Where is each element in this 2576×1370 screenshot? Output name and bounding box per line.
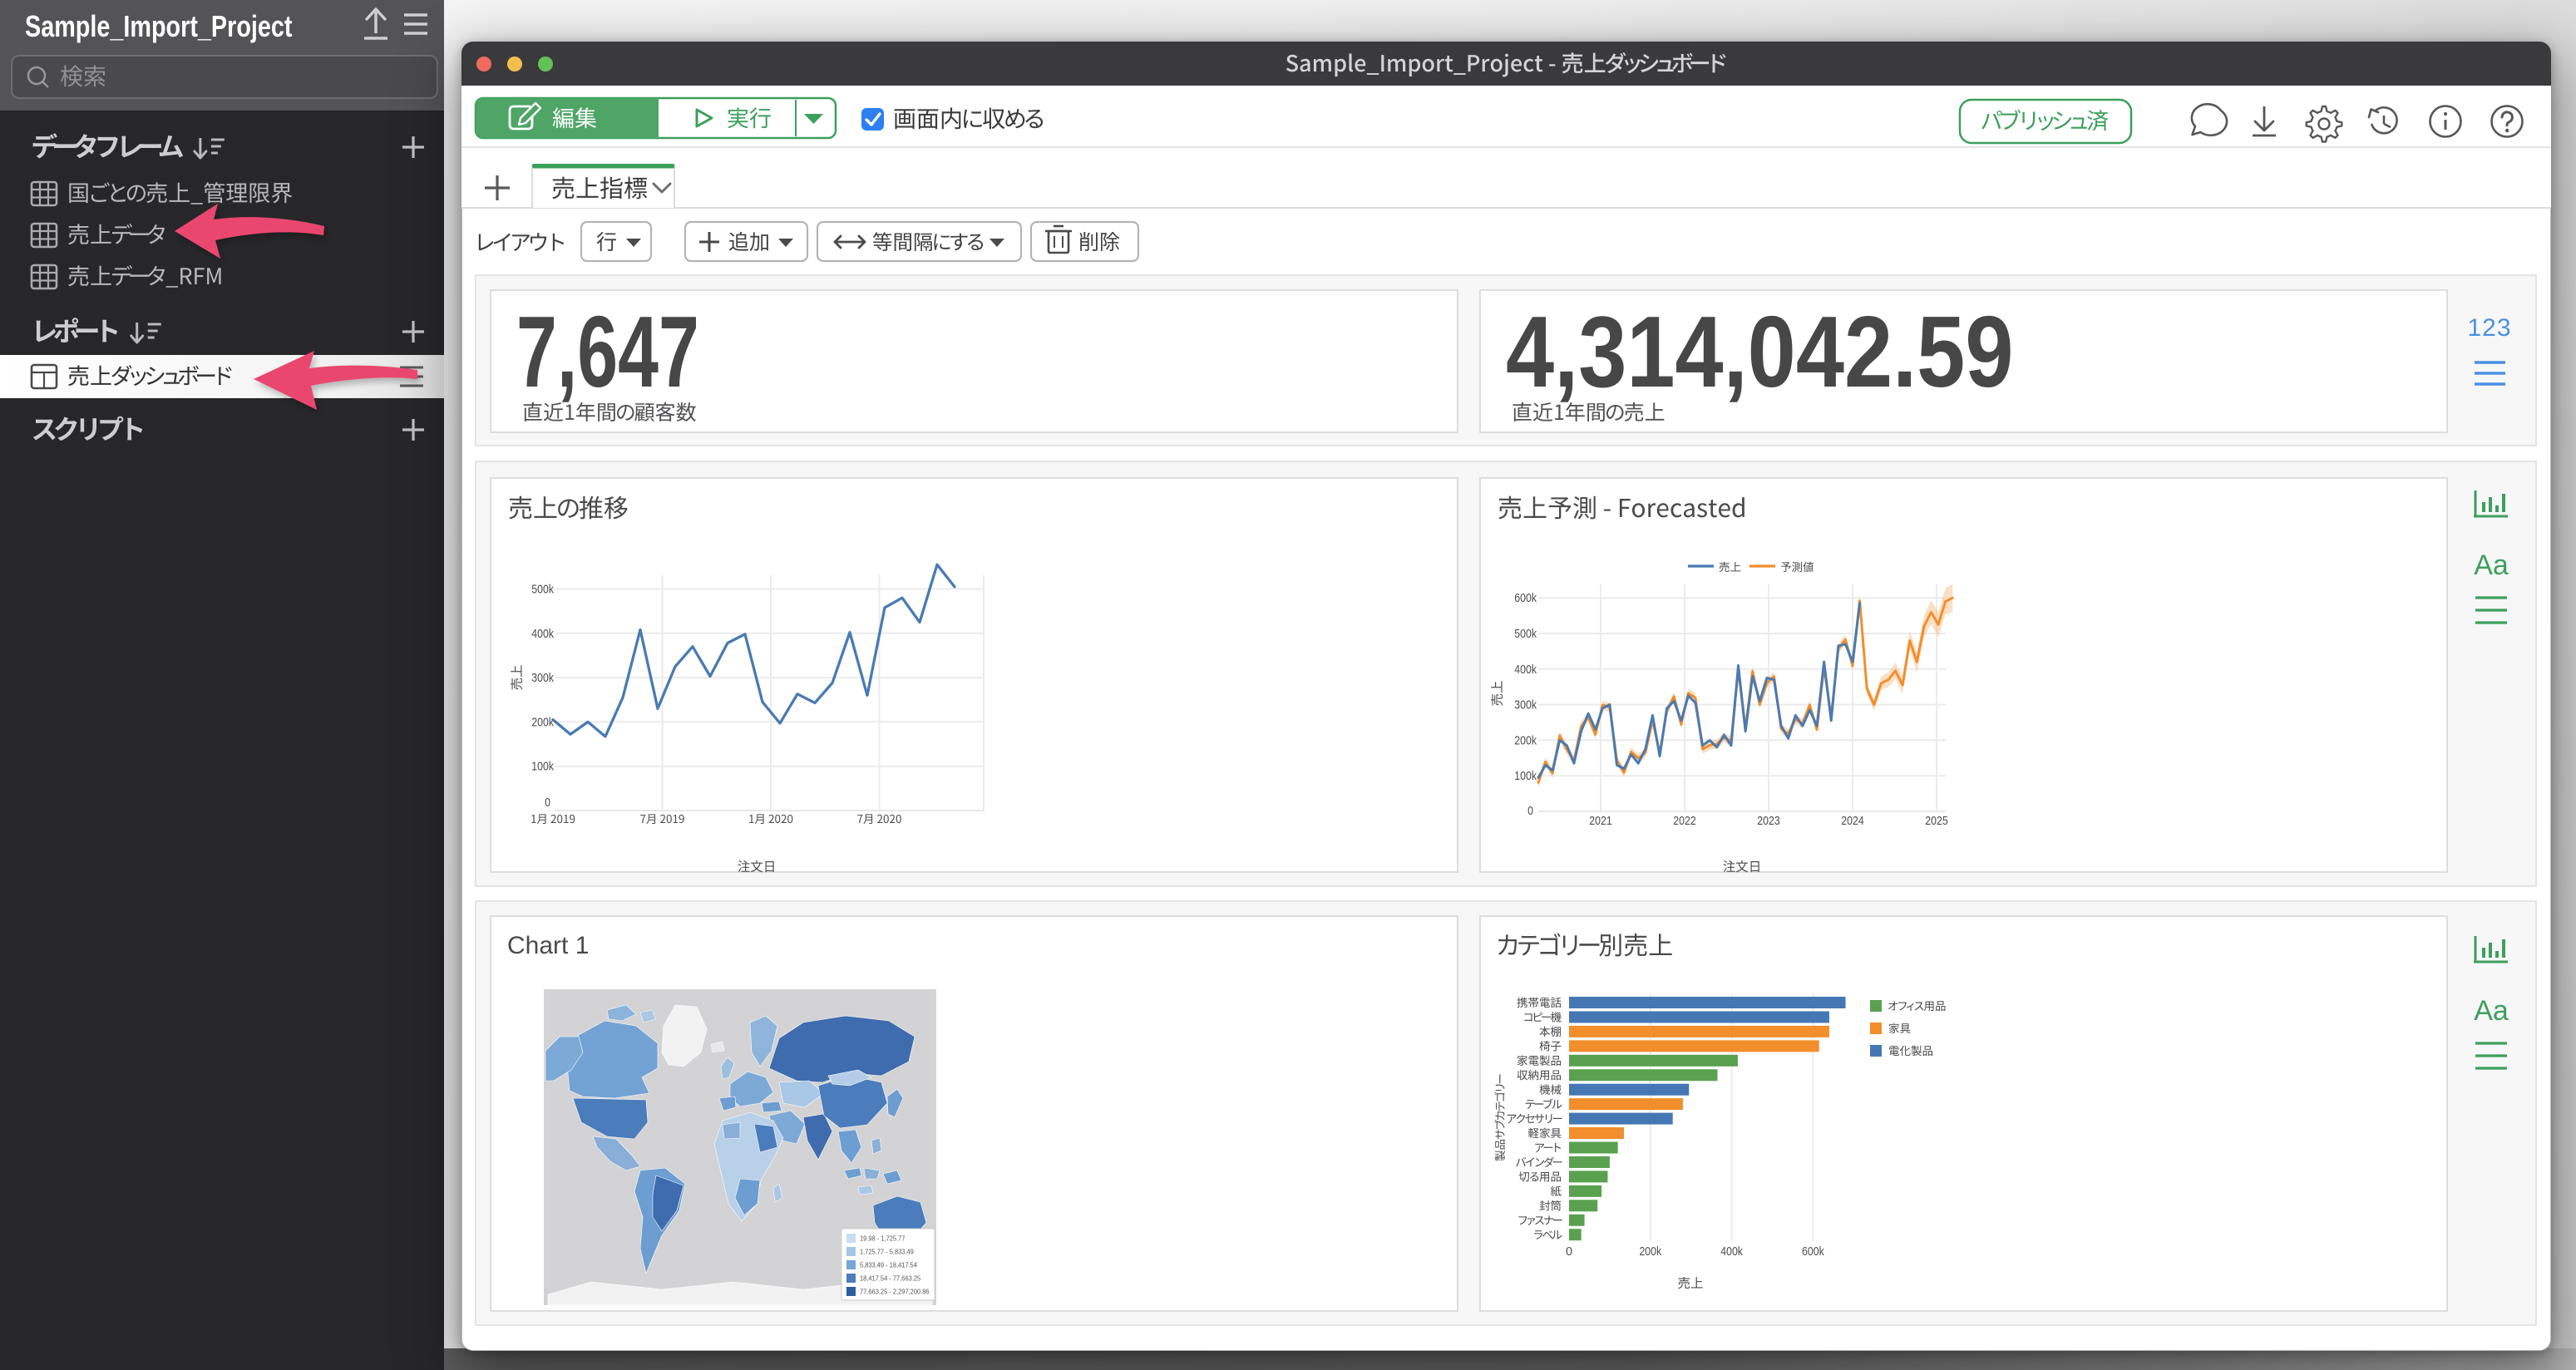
svg-text:4,314,042.59: 4,314,042.59 xyxy=(1506,295,2013,408)
svg-text:200k: 200k xyxy=(1514,733,1537,747)
svg-text:5,833.49 - 18,417.54: 5,833.49 - 18,417.54 xyxy=(860,1261,918,1269)
svg-text:2022: 2022 xyxy=(1673,814,1695,827)
svg-text:400k: 400k xyxy=(1720,1244,1743,1258)
svg-text:200k: 200k xyxy=(531,715,554,728)
svg-text:300k: 300k xyxy=(531,671,554,684)
svg-text:77,663.25 - 2,297,200.86: 77,663.25 - 2,297,200.86 xyxy=(860,1288,930,1296)
svg-text:19.98 - 1,725.77: 19.98 - 1,725.77 xyxy=(860,1234,906,1243)
svg-text:100k: 100k xyxy=(531,760,554,773)
svg-text:2024: 2024 xyxy=(1841,814,1864,827)
svg-text:400k: 400k xyxy=(531,627,554,640)
svg-text:Aa: Aa xyxy=(2474,995,2509,1027)
svg-text:2021: 2021 xyxy=(1589,814,1611,827)
svg-text:0: 0 xyxy=(1527,804,1533,817)
svg-text:Sample_Import_Project: Sample_Import_Project xyxy=(25,9,293,43)
svg-text:0: 0 xyxy=(545,796,550,809)
svg-text:2023: 2023 xyxy=(1757,814,1779,827)
svg-text:18,417.54 - 77,663.25: 18,417.54 - 77,663.25 xyxy=(860,1274,921,1283)
svg-text:0: 0 xyxy=(1566,1245,1572,1259)
svg-text:Aa: Aa xyxy=(2474,549,2509,581)
svg-text:600k: 600k xyxy=(1802,1244,1824,1258)
svg-text:100k: 100k xyxy=(1514,769,1537,782)
svg-text:300k: 300k xyxy=(1514,698,1537,712)
svg-text:500k: 500k xyxy=(531,583,554,596)
svg-text:600k: 600k xyxy=(1514,591,1537,604)
svg-text:7,647: 7,647 xyxy=(516,295,699,409)
svg-text:Chart 1: Chart 1 xyxy=(507,932,589,959)
svg-text:2025: 2025 xyxy=(1925,814,1947,827)
svg-text:1,725.77 - 5,833.49: 1,725.77 - 5,833.49 xyxy=(860,1248,914,1256)
svg-text:400k: 400k xyxy=(1514,663,1537,676)
svg-text:500k: 500k xyxy=(1514,627,1537,640)
svg-text:123: 123 xyxy=(2467,314,2511,342)
svg-text:200k: 200k xyxy=(1639,1244,1661,1258)
